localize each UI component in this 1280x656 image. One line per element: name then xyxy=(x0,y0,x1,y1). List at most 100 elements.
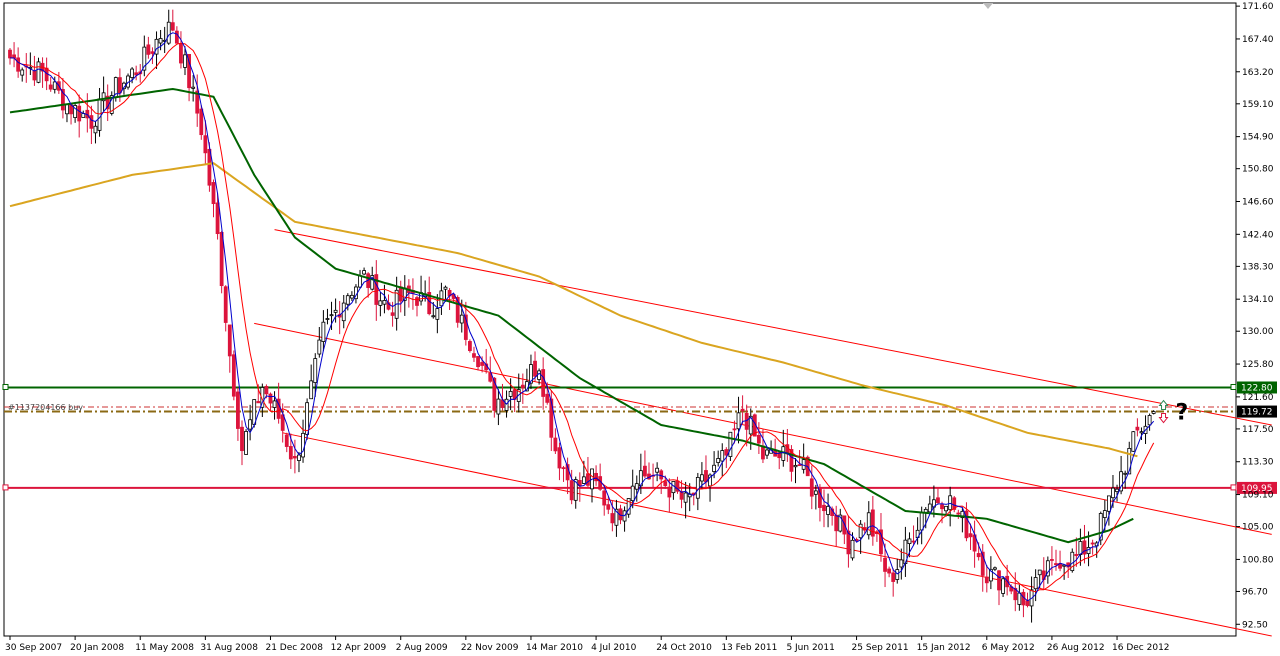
candle-body xyxy=(459,314,464,324)
y-tick-label: 171.60 xyxy=(1242,2,1274,12)
candle-body xyxy=(1107,495,1111,512)
candle-body xyxy=(52,81,57,90)
x-tick-label: 16 Dec 2012 xyxy=(1112,643,1170,652)
ma-fast-line xyxy=(9,42,1155,593)
x-tick-label: 15 Jan 2012 xyxy=(917,643,971,652)
candle-body xyxy=(65,104,69,115)
axes: 171.60 167.40 163.20 159.10 154.90 150.80 146.… xyxy=(5,2,1274,653)
channel-line-upper xyxy=(274,229,1272,426)
candle-body xyxy=(667,486,672,498)
candle-body xyxy=(756,435,761,444)
candle-body xyxy=(789,449,794,472)
moving-averages xyxy=(9,32,1169,602)
y-tick-label: 138.30 xyxy=(1242,262,1274,272)
candle-body xyxy=(492,377,497,411)
candle-body xyxy=(284,434,289,447)
candle-body xyxy=(907,538,912,544)
x-tick-label: 6 May 2012 xyxy=(982,643,1035,652)
candle-body xyxy=(358,275,362,288)
candle-body xyxy=(537,370,541,380)
x-tick-label: 5 Jun 2011 xyxy=(786,643,834,652)
candle-body xyxy=(187,53,191,89)
candle-body xyxy=(879,529,883,555)
candle-body xyxy=(260,387,265,408)
candle-body xyxy=(117,77,122,94)
candle-body xyxy=(166,21,171,44)
candle-body xyxy=(97,98,102,131)
candle-body xyxy=(8,49,12,59)
current-price-box xyxy=(1237,405,1277,418)
red-level-handle xyxy=(2,484,9,491)
candle-body xyxy=(109,95,114,114)
candle-body xyxy=(504,398,509,411)
y-tick-label: 134.10 xyxy=(1242,295,1274,305)
candle-body xyxy=(988,568,993,582)
candle-body xyxy=(321,321,326,342)
candle-body xyxy=(606,504,611,510)
candle-body xyxy=(443,286,448,290)
candle-body xyxy=(252,399,257,425)
candle-body xyxy=(1090,542,1095,545)
candle-body xyxy=(614,508,619,526)
candles xyxy=(8,9,1156,623)
green-level-handle xyxy=(1230,383,1237,390)
red-level-label: 109.95 xyxy=(1241,484,1273,494)
candle-body xyxy=(236,391,240,429)
x-tick-label: 20 Jan 2008 xyxy=(70,643,124,652)
candle-body xyxy=(77,105,82,122)
y-tick-label: 113.30 xyxy=(1242,458,1274,468)
candle-body xyxy=(569,480,574,501)
candle-body xyxy=(541,369,546,397)
candle-body xyxy=(936,497,940,504)
candle-body xyxy=(850,539,855,559)
current-price-label: 119.72 xyxy=(1241,408,1273,418)
candle-body xyxy=(1151,411,1156,414)
candle-body xyxy=(1054,563,1058,566)
candle-body xyxy=(73,105,78,118)
candle-body xyxy=(944,505,948,512)
candle-body xyxy=(154,38,159,55)
y-tick-label: 92.50 xyxy=(1242,620,1268,630)
up-arrow-icon xyxy=(1158,399,1169,411)
candle-body xyxy=(712,464,717,472)
green-level-label: 122.80 xyxy=(1241,383,1273,393)
candle-body xyxy=(36,61,41,83)
candle-body xyxy=(301,432,305,458)
candle-body xyxy=(183,54,187,68)
candle-body xyxy=(748,415,753,435)
candle-body xyxy=(256,401,261,404)
y-tick-label: 96.70 xyxy=(1242,587,1268,597)
x-tick-label: 11 May 2008 xyxy=(135,643,194,652)
candle-body xyxy=(349,294,354,299)
y-tick-label: 125.80 xyxy=(1242,360,1274,370)
candle-body xyxy=(276,398,281,419)
green-level-box xyxy=(1237,381,1277,394)
candle-body xyxy=(1115,488,1119,493)
candle-body xyxy=(716,458,721,463)
x-tick-label: 26 Aug 2012 xyxy=(1047,643,1105,652)
candle-body xyxy=(919,512,924,531)
candle-body xyxy=(765,449,769,456)
y-tick-label: 105.00 xyxy=(1242,523,1274,533)
candle-body xyxy=(476,356,480,368)
y-tick-label: 121.60 xyxy=(1242,393,1274,403)
candle-body xyxy=(297,454,301,461)
candle-body xyxy=(720,450,725,462)
candle-body xyxy=(602,490,607,506)
candle-body xyxy=(325,318,330,320)
candle-body xyxy=(1102,510,1107,518)
y-tick-label: 163.20 xyxy=(1242,68,1274,78)
candle-body xyxy=(561,467,566,470)
candle-body xyxy=(333,309,338,313)
candle-body xyxy=(101,92,106,102)
candle-body xyxy=(374,274,379,305)
candle-body xyxy=(549,398,554,438)
candle-body xyxy=(695,477,700,499)
candle-body xyxy=(305,402,310,435)
candle-body xyxy=(1013,587,1018,601)
candle-body xyxy=(272,400,277,408)
candle-body xyxy=(818,488,822,508)
candle-body xyxy=(984,576,989,584)
candle-body xyxy=(415,297,419,306)
candle-body xyxy=(174,30,179,44)
